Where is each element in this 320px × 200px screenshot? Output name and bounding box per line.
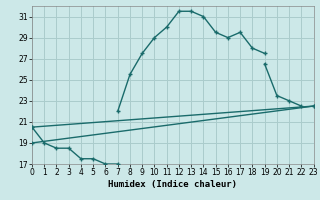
X-axis label: Humidex (Indice chaleur): Humidex (Indice chaleur) (108, 180, 237, 189)
